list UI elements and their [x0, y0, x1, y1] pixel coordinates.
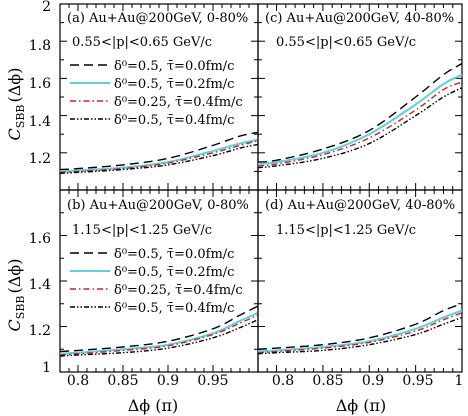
- legend-entry: δ⁰=0.5, τ̄=0.4fm/c: [114, 113, 234, 128]
- y-tick-label: 1.2: [29, 151, 51, 167]
- series-line: [59, 314, 259, 356]
- x-tick-label: 0.95: [197, 373, 228, 389]
- series-line: [59, 305, 259, 353]
- x-tick-label: 0.9: [362, 373, 384, 389]
- series-line: [257, 62, 463, 163]
- svg-text:CSBB(Δϕ): CSBB(Δϕ): [5, 68, 27, 141]
- series-line: [59, 131, 259, 171]
- panel-a-momentum: 0.55<|p|<0.65 GeV/c: [72, 35, 212, 50]
- y-tick-label: 1.2: [29, 323, 51, 339]
- series-line: [257, 312, 463, 354]
- y-tick-label: 1.4: [29, 114, 51, 130]
- series-line: [59, 140, 259, 174]
- y-tick-label: 1.4: [29, 277, 51, 293]
- panel: [257, 3, 463, 191]
- series-line: [257, 81, 463, 167]
- panel-c-momentum: 0.55<|p|<0.65 GeV/c: [276, 35, 416, 50]
- series-line: [257, 303, 463, 350]
- y-axis-title-bottom: CSBB(Δϕ): [5, 259, 27, 332]
- legend-entry: δ⁰=0.5, τ̄=0.0fm/c: [114, 247, 234, 262]
- series-line: [59, 138, 259, 173]
- series-line: [257, 316, 463, 355]
- panel-b-label: (b) Au+Au@200GeV, 0-80%: [67, 198, 249, 213]
- series-line: [257, 87, 463, 169]
- x-axis-title-left: Δϕ (π): [128, 396, 179, 415]
- x-tick-label: 0.8: [67, 373, 89, 389]
- x-tick-label: 0.85: [312, 373, 343, 389]
- series-line: [59, 311, 259, 355]
- x-tick-label: 0.9: [157, 373, 179, 389]
- legend-a: δ⁰=0.5, τ̄=0.0fm/c δ⁰=0.5, τ̄=0.2fm/c δ⁰…: [114, 59, 243, 128]
- x-ticks-left: 0.8 0.85 0.9 0.95: [67, 373, 229, 389]
- x-tick-label: 1: [455, 373, 464, 389]
- y-ticks-bottom: 1.6 1.4 1.2 1: [29, 231, 51, 376]
- legend-entry: δ⁰=0.5, τ̄=0.2fm/c: [114, 77, 234, 92]
- series-line: [257, 73, 463, 165]
- y-axis-title-top: CSBB(Δϕ): [5, 68, 27, 141]
- x-tick-label: 0.85: [107, 373, 138, 389]
- panel-a-label: (a) Au+Au@200GeV, 0-80%: [67, 11, 248, 26]
- panel-frame: [257, 189, 463, 373]
- y-ticks-top: 1.8 1.6 1.4 1.2 2: [29, 0, 51, 167]
- series-line: [59, 319, 259, 357]
- series-line: [257, 309, 463, 353]
- y-tick-label: 1.6: [29, 76, 51, 92]
- panel-frame: [59, 189, 259, 373]
- y-tick-label: 2: [42, 0, 51, 15]
- panel-d-label: (d) Au+Au@200GeV, 40-80%: [265, 198, 455, 213]
- y-tick-label: 1.6: [29, 231, 51, 247]
- panel-b-momentum: 1.15<|p|<1.25 GeV/c: [72, 223, 212, 238]
- series-line: [59, 143, 259, 174]
- legend-entry: δ⁰=0.5, τ̄=0.4fm/c: [114, 301, 234, 316]
- legend-b: δ⁰=0.5, τ̄=0.0fm/c δ⁰=0.5, τ̄=0.2fm/c δ⁰…: [114, 247, 243, 316]
- panel: [257, 189, 463, 373]
- x-axis-title-right: Δϕ (π): [336, 396, 387, 415]
- legend-entry: δ⁰=0.25, τ̄=0.4fm/c: [114, 283, 243, 298]
- legend-entry: δ⁰=0.5, τ̄=0.0fm/c: [114, 59, 234, 74]
- x-tick-label: 0.95: [402, 373, 433, 389]
- panel-d-momentum: 1.15<|p|<1.25 GeV/c: [276, 223, 416, 238]
- legend-entry: δ⁰=0.5, τ̄=0.2fm/c: [114, 265, 234, 280]
- x-tick-label: 0.8: [272, 373, 294, 389]
- y-tick-label: 1.8: [29, 38, 51, 54]
- y-tick-label: 1: [42, 360, 51, 376]
- panel-c-label: (c) Au+Au@200GeV, 40-80%: [265, 11, 454, 26]
- svg-text:CSBB(Δϕ): CSBB(Δϕ): [5, 259, 27, 332]
- panel: [59, 189, 259, 373]
- legend-entry: δ⁰=0.25, τ̄=0.4fm/c: [114, 95, 243, 110]
- x-ticks-right: 0.8 0.85 0.9 0.95 1: [272, 373, 464, 389]
